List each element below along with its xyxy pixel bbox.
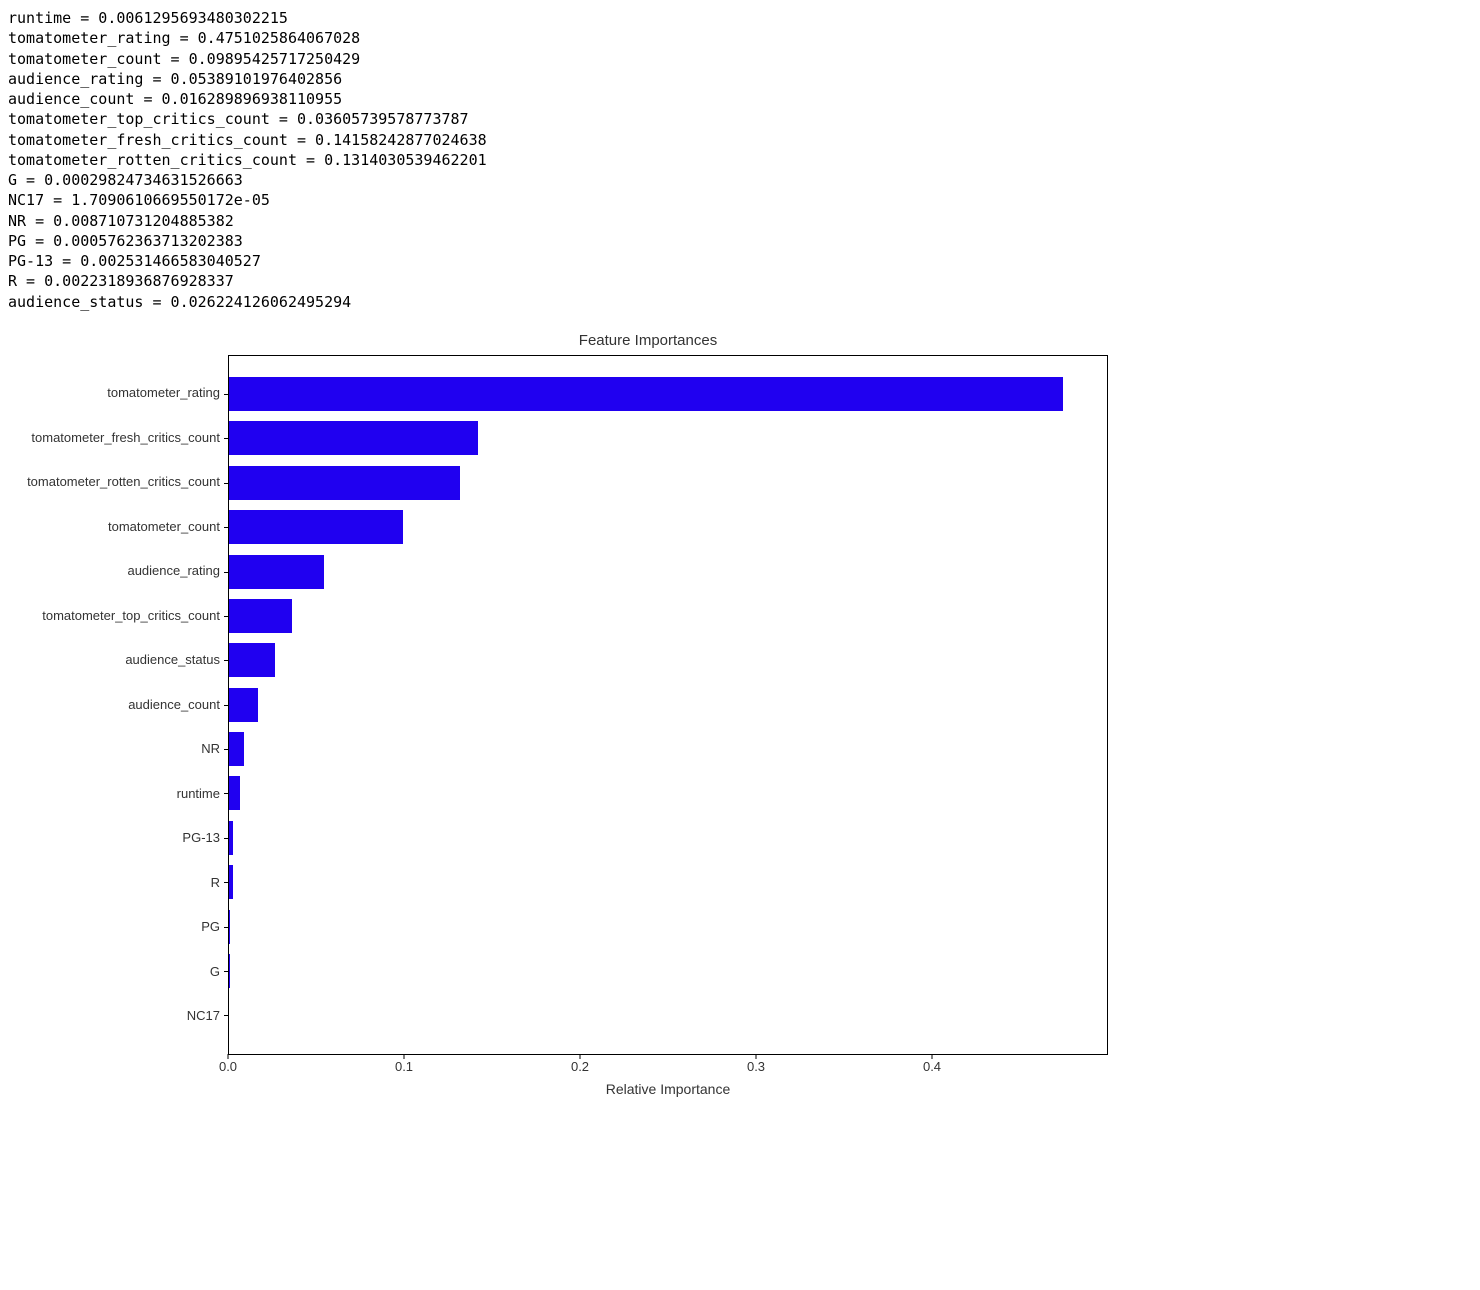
bar (229, 821, 233, 855)
y-tick-label: PG (8, 905, 228, 949)
x-tick-label: 0.4 (923, 1059, 941, 1074)
bars-container (229, 372, 1107, 1038)
bar-slot (229, 860, 1107, 904)
bar (229, 643, 275, 677)
y-tick-mark (224, 838, 229, 839)
bar-slot (229, 505, 1107, 549)
y-tick-label: tomatometer_fresh_critics_count (8, 416, 228, 460)
cell-output-text: runtime = 0.0061295693480302215 tomatome… (8, 8, 1472, 312)
y-tick-mark (224, 971, 229, 972)
y-tick-mark (224, 660, 229, 661)
x-axis-label: Relative Importance (228, 1081, 1108, 1097)
y-tick-mark (224, 483, 229, 484)
y-tick-mark (224, 705, 229, 706)
y-tick-label: tomatometer_top_critics_count (8, 594, 228, 638)
y-tick-mark (224, 527, 229, 528)
x-tick-label: 0.2 (571, 1059, 589, 1074)
y-tick-mark (224, 438, 229, 439)
y-tick-mark (224, 616, 229, 617)
bar (229, 599, 292, 633)
bar-slot (229, 683, 1107, 727)
bar-slot (229, 816, 1107, 860)
bar (229, 555, 324, 589)
bar-slot (229, 949, 1107, 993)
y-tick-mark (224, 1015, 229, 1016)
plot-area (228, 355, 1108, 1055)
y-tick-mark (224, 793, 229, 794)
bar (229, 865, 233, 899)
y-tick-label: NR (8, 727, 228, 771)
bar-slot (229, 771, 1107, 815)
bar-slot (229, 594, 1107, 638)
bar (229, 421, 478, 455)
bar-slot (229, 638, 1107, 682)
x-axis-ticks: 0.00.10.20.30.4 (228, 1055, 1108, 1077)
bar-slot (229, 372, 1107, 416)
bar (229, 377, 1063, 411)
y-tick-label: tomatometer_rotten_critics_count (8, 460, 228, 504)
bar (229, 688, 258, 722)
bar-slot (229, 993, 1107, 1037)
y-tick-label: tomatometer_count (8, 505, 228, 549)
y-axis-labels: tomatometer_ratingtomatometer_fresh_crit… (8, 355, 228, 1055)
bar (229, 466, 460, 500)
y-tick-mark (224, 882, 229, 883)
bar (229, 776, 240, 810)
bar-slot (229, 550, 1107, 594)
bar-slot (229, 727, 1107, 771)
x-tick-label: 0.3 (747, 1059, 765, 1074)
bar (229, 910, 230, 944)
bar-slot (229, 461, 1107, 505)
x-tick-label: 0.0 (219, 1059, 237, 1074)
y-tick-mark (224, 572, 229, 573)
y-tick-label: PG-13 (8, 816, 228, 860)
bar (229, 954, 230, 988)
x-tick-label: 0.1 (395, 1059, 413, 1074)
y-tick-mark (224, 749, 229, 750)
y-tick-mark (224, 394, 229, 395)
chart-title: Feature Importances (8, 332, 1108, 349)
y-tick-label: audience_status (8, 638, 228, 682)
y-tick-label: G (8, 950, 228, 994)
y-tick-label: NC17 (8, 994, 228, 1038)
y-tick-label: runtime (8, 772, 228, 816)
bar (229, 510, 403, 544)
bar (229, 732, 244, 766)
y-tick-label: audience_rating (8, 549, 228, 593)
y-tick-mark (224, 927, 229, 928)
feature-importance-chart: Feature Importances tomatometer_ratingto… (8, 332, 1108, 1097)
y-tick-label: R (8, 861, 228, 905)
y-tick-label: audience_count (8, 683, 228, 727)
bar-slot (229, 905, 1107, 949)
y-tick-label: tomatometer_rating (8, 371, 228, 415)
bar-slot (229, 416, 1107, 460)
